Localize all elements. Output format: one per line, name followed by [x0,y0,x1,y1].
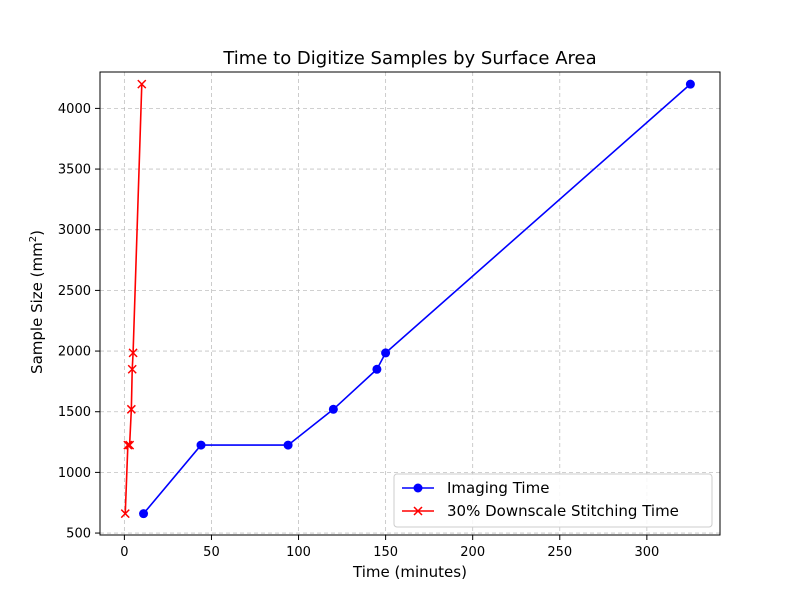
x-axis-title: Time (minutes) [352,563,467,581]
y-axis-title: Sample Size (mm2) [28,230,46,374]
legend-marker-imaging [413,483,423,493]
y-tick-label: 2000 [58,345,91,360]
data-point [126,404,136,414]
y-tick-label: 1000 [58,466,91,481]
x-tick-label: 250 [547,545,572,560]
data-point [328,404,338,414]
y-tick-label: 500 [66,527,91,542]
data-point [196,440,206,450]
plot-frame [99,71,721,536]
y-tick-label: 3000 [58,223,91,238]
y-tick-label: 1500 [58,405,91,420]
data-point [381,348,391,358]
x-tick-label: 150 [373,545,398,560]
legend-label-stitching: 30% Downscale Stitching Time [447,502,679,520]
x-tick-label: 100 [286,545,311,560]
legend-marker-stitching [413,506,423,516]
data-point [372,364,382,374]
data-point [283,440,293,450]
x-tick-label: 50 [203,545,220,560]
data-point [123,440,133,450]
data-point [125,440,135,450]
legend-label-imaging: Imaging Time [447,479,549,497]
legend-box [393,473,713,528]
grid-layer [100,72,720,535]
chart-title: Time to Digitize Samples by Surface Area [222,48,596,69]
y-axis-title-close: ) [28,230,46,236]
data-point [127,364,137,374]
x-tick-label: 200 [460,545,485,560]
series-1 [120,79,147,519]
y-tick-label: 2500 [58,284,91,299]
x-tick-label: 0 [120,545,128,560]
data-point [128,348,138,358]
y-tick-label: 3500 [58,163,91,178]
data-point [137,79,147,89]
x-tick-label: 300 [634,545,659,560]
data-point [139,509,149,519]
data-point [685,79,695,89]
y-tick-label: 4000 [58,102,91,117]
y-axis-title-superscript: 2 [28,236,39,242]
data-point [120,509,130,519]
legend: Imaging Time 30% Downscale Stitching Tim… [393,473,713,528]
series-0 [139,79,695,519]
tick-layer: 0 50 100 150 200 250 300 500 1000 1500 2000 2500 300… [58,102,659,560]
series-layer [120,79,695,519]
y-axis-title-main: Sample Size (mm [28,242,46,374]
